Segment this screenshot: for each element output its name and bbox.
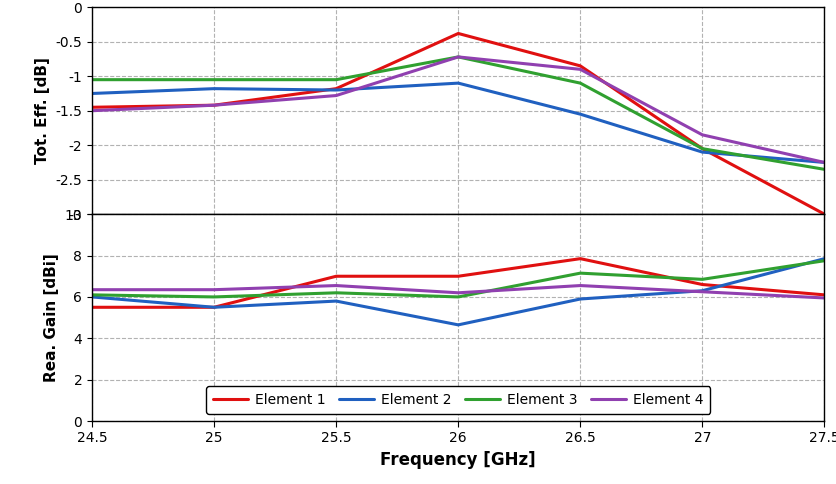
Element 2 (574, 296, 584, 302)
Element 2 (87, 294, 97, 300)
Element 2 (696, 288, 706, 294)
Element 2 (453, 322, 463, 328)
Element 2 (331, 298, 341, 304)
Element 1 (453, 273, 463, 279)
Element 4 (696, 289, 706, 295)
Element 2 (818, 256, 828, 261)
Element 3 (696, 276, 706, 282)
Element 3 (818, 258, 828, 264)
Element 4 (209, 287, 219, 293)
Element 1 (574, 256, 584, 261)
Element 4 (87, 287, 97, 293)
Line: Element 3: Element 3 (92, 261, 823, 297)
Element 3 (453, 294, 463, 300)
Y-axis label: Rea. Gain [dBi]: Rea. Gain [dBi] (44, 253, 59, 382)
Line: Element 4: Element 4 (92, 286, 823, 298)
Element 3 (574, 270, 584, 276)
Element 3 (331, 290, 341, 296)
Line: Element 1: Element 1 (92, 258, 823, 307)
Element 1 (696, 282, 706, 287)
Element 4 (331, 283, 341, 288)
Element 3 (209, 294, 219, 300)
Element 2 (209, 304, 219, 310)
Element 1 (87, 304, 97, 310)
Line: Element 2: Element 2 (92, 258, 823, 325)
X-axis label: Frequency [GHz]: Frequency [GHz] (380, 451, 535, 469)
Element 4 (453, 290, 463, 296)
Element 1 (209, 304, 219, 310)
Element 1 (331, 273, 341, 279)
Element 4 (574, 283, 584, 288)
Legend: Element 1, Element 2, Element 3, Element 4: Element 1, Element 2, Element 3, Element… (206, 386, 710, 414)
Element 4 (818, 295, 828, 301)
Element 1 (818, 292, 828, 298)
Element 3 (87, 292, 97, 298)
Y-axis label: Tot. Eff. [dB]: Tot. Eff. [dB] (35, 57, 50, 164)
